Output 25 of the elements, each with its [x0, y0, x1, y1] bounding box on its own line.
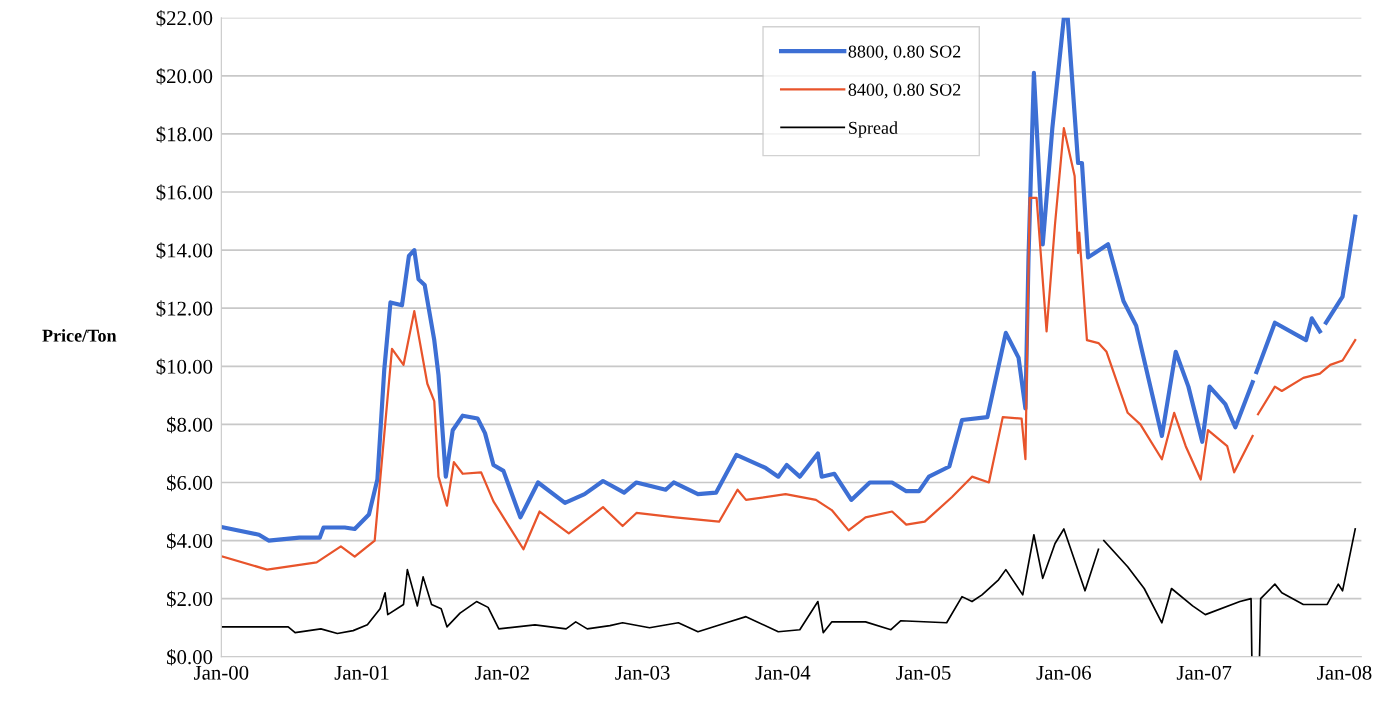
- legend-label: 8800, 0.80 SO2: [848, 45, 961, 61]
- x-tick-label: Jan-05: [896, 665, 951, 680]
- x-tick-label: Jan-06: [1036, 665, 1092, 680]
- y-tick-label: $20.00: [156, 67, 213, 85]
- x-tick-label: Jan-00: [193, 665, 249, 680]
- x-tick-label: Jan-07: [1176, 665, 1232, 680]
- y-tick-label: $8.00: [167, 416, 213, 434]
- x-tick-label: Jan-04: [755, 665, 811, 680]
- y-tick-label: $6.00: [167, 474, 213, 492]
- legend-label: Spread: [849, 121, 898, 138]
- x-tick-label: Jan-01: [334, 665, 389, 680]
- y-tick-label: $0.00: [167, 648, 213, 666]
- legend-label: 8400, 0.80 SO2: [848, 83, 961, 99]
- x-tick-label: Jan-02: [474, 665, 529, 680]
- y-tick-label: $2.00: [167, 590, 213, 608]
- y-tick-label: $16.00: [156, 184, 213, 201]
- y-tick-label: $12.00: [156, 300, 213, 318]
- y-tick-label: $14.00: [156, 242, 213, 259]
- y-tick-label: $10.00: [156, 358, 213, 376]
- y-tick-label: $18.00: [156, 126, 213, 143]
- y-tick-label: $22.00: [156, 9, 213, 27]
- y-tick-label: $4.00: [167, 532, 213, 550]
- y-axis-title: Price/Ton: [42, 329, 117, 342]
- x-tick-label: Jan-03: [615, 665, 670, 680]
- x-tick-label: Jan-08: [1317, 665, 1372, 680]
